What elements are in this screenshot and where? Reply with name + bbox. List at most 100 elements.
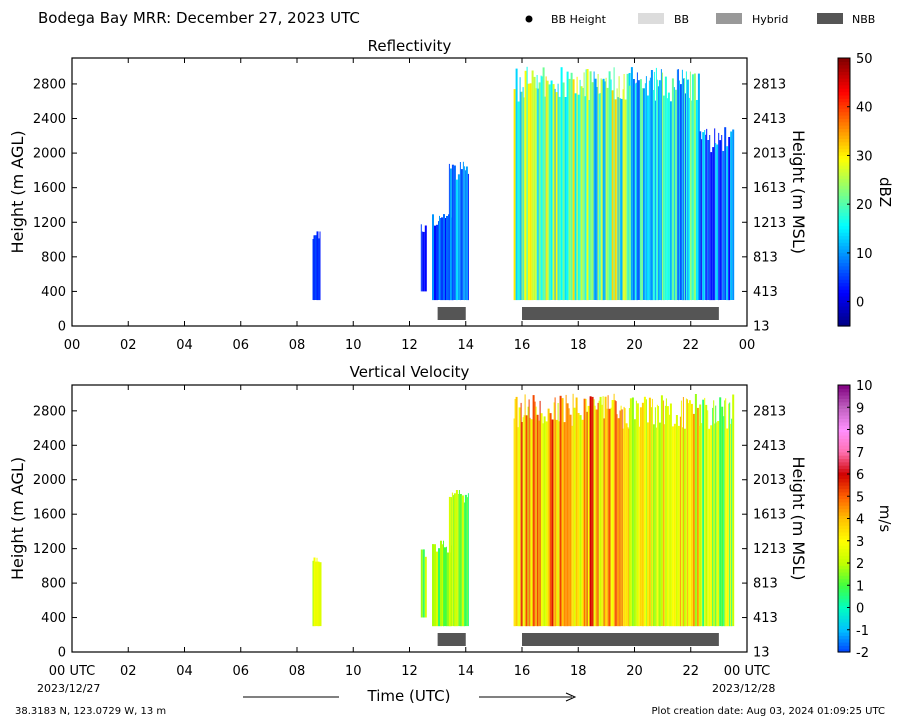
legend-hybrid-label: Hybrid <box>752 13 788 26</box>
echo-strip <box>678 80 680 300</box>
y-tick-label-right: 2413 <box>753 439 786 454</box>
echo-strip <box>663 424 665 627</box>
colorbar-segment <box>838 431 850 436</box>
echo-strip <box>610 79 612 301</box>
echo-strip <box>702 132 705 301</box>
y-tick-label-right: 2413 <box>753 112 786 127</box>
echo-strip <box>719 397 722 627</box>
echo-strip <box>555 92 558 300</box>
echo-strip <box>636 72 638 301</box>
echo-strip <box>570 72 573 301</box>
echo-strip <box>523 415 525 627</box>
echo-strip <box>605 77 607 300</box>
echo-strip <box>692 413 695 627</box>
colorbar-tick-label: 4 <box>856 513 864 528</box>
location-text: 38.3183 N, 123.0729 W, 13 m <box>15 706 166 717</box>
colorbar-segment <box>838 322 850 327</box>
echo-strip <box>613 393 615 627</box>
colorbar-segment <box>838 555 850 560</box>
colorbar-tick-label: 2 <box>856 557 864 572</box>
echo-block <box>699 127 735 301</box>
echo-strip <box>424 225 427 292</box>
y-tick-label-right: 813 <box>753 577 778 592</box>
echo-strip <box>464 494 467 627</box>
echo-strip <box>440 540 442 627</box>
echo-strip <box>701 139 703 300</box>
colorbar-segment <box>838 315 850 320</box>
echo-strip <box>457 494 459 627</box>
echo-strip <box>616 414 618 627</box>
echo-strip <box>443 540 444 627</box>
echo-strip <box>620 405 622 627</box>
echo-strip <box>540 413 543 627</box>
colorbar-segment <box>838 262 850 267</box>
colorbar-segment <box>838 448 850 453</box>
echo-strip <box>531 70 534 301</box>
echo-strip <box>317 561 320 627</box>
echo-strip <box>465 166 468 301</box>
colorbar-segment <box>838 128 850 133</box>
echo-strip <box>679 84 682 300</box>
echo-strip <box>600 78 602 301</box>
echo-strip <box>446 546 447 627</box>
echo-strip <box>586 411 588 627</box>
echo-strip <box>595 409 598 627</box>
echo-strip <box>594 78 597 300</box>
colorbar-tick-label: 5 <box>856 490 864 505</box>
colorbar-segment <box>838 84 850 89</box>
echo-strip <box>606 408 608 627</box>
colorbar-segment <box>838 302 850 307</box>
echo-strip <box>621 409 623 627</box>
echo-strip <box>560 67 563 300</box>
x-tick-label: 02 <box>120 338 137 353</box>
echo-strip <box>432 544 434 627</box>
x-tick-label: 00 UTC <box>49 664 95 679</box>
echo-strip <box>572 79 575 301</box>
echo-strip <box>543 416 546 627</box>
echo-strip <box>661 72 663 300</box>
y-tick-label-right: 2013 <box>753 147 786 162</box>
echo-strip <box>549 413 552 627</box>
y-tick-label: 2800 <box>33 77 66 92</box>
echo-strip <box>554 397 556 627</box>
colorbar-segment <box>838 545 850 550</box>
colorbar-segment <box>838 289 850 294</box>
colorbar-segment <box>838 418 850 423</box>
y-tick-label-right: 1213 <box>753 216 786 231</box>
echo-strip <box>447 552 449 627</box>
x-tick-label: 18 <box>570 664 587 679</box>
echo-strip <box>676 69 678 300</box>
colorbar-segment <box>838 558 850 563</box>
colorbar-segment <box>838 421 850 426</box>
echo-strip <box>695 100 698 301</box>
echo-strip <box>440 218 441 301</box>
echo-strip <box>732 129 735 300</box>
echo-strip <box>664 76 667 300</box>
echo-strip <box>715 405 717 627</box>
colorbar-segment <box>838 185 850 190</box>
echo-strip <box>598 93 600 301</box>
echo-strip <box>686 79 688 301</box>
x-tick-label: 04 <box>176 664 193 679</box>
echo-strip <box>558 421 560 627</box>
colorbar-segment <box>838 259 850 263</box>
colorbar-segment <box>838 225 850 230</box>
colorbar-segment <box>838 595 850 600</box>
echo-strip <box>716 422 718 627</box>
colorbar-segment <box>838 591 850 596</box>
echo-strip <box>628 408 630 627</box>
colorbar-segment <box>838 71 850 76</box>
colorbar-tick-label: 7 <box>856 446 864 461</box>
echo-strip <box>434 225 436 301</box>
echo-strip <box>631 397 634 627</box>
echo-strip <box>523 97 525 301</box>
echo-block <box>420 549 427 618</box>
echo-strip <box>673 423 676 627</box>
echo-block <box>699 394 735 627</box>
echo-strip <box>460 169 463 300</box>
colorbar-segment <box>838 91 850 96</box>
echo-strip <box>557 83 559 301</box>
y-tick-label: 400 <box>41 285 66 300</box>
colorbar-tick-label: -2 <box>856 646 869 661</box>
echo-strip <box>535 406 537 627</box>
